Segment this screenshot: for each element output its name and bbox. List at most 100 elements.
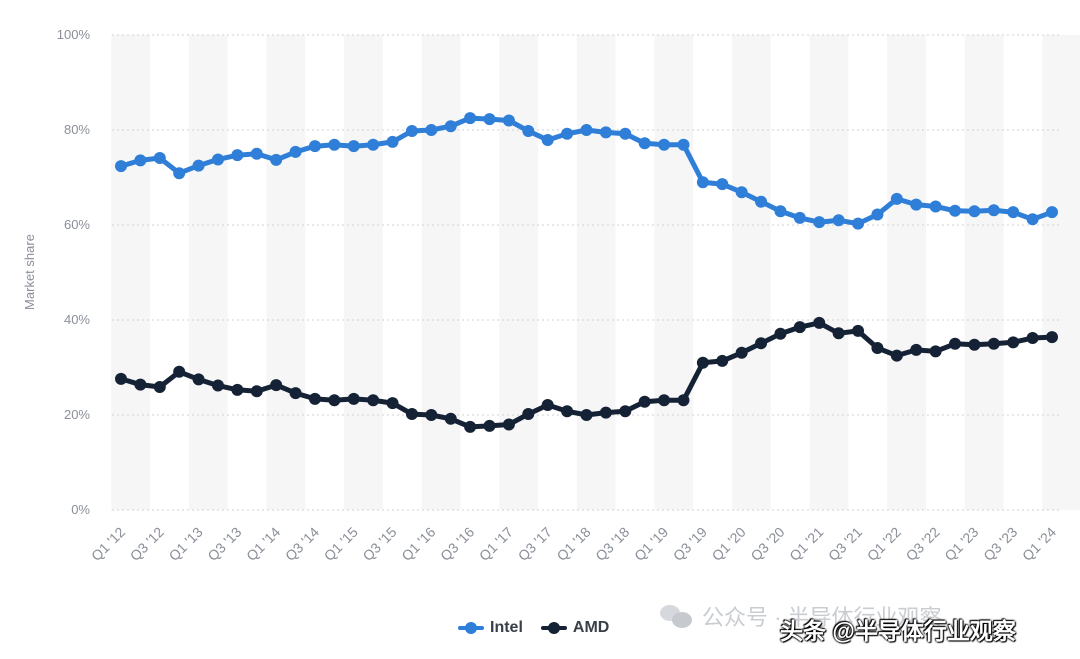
column-band: [344, 35, 383, 510]
intel-point: [367, 138, 380, 151]
x-tick-label: Q3 '17: [515, 524, 555, 564]
intel-point: [1046, 206, 1058, 219]
line-chart: 0%20%40%60%80%100% Market share Q1 '12Q3…: [22, 27, 1080, 564]
column-band: [499, 35, 539, 510]
amd-point: [793, 321, 806, 334]
legend-label-intel: Intel: [490, 619, 523, 636]
x-tick-label: Q1 '12: [88, 524, 128, 564]
amd-point: [444, 412, 457, 425]
y-axis-ticks: 0% 20% 40% 60% 80% 100%: [57, 27, 91, 517]
amd-point: [541, 399, 554, 412]
intel-point: [813, 216, 826, 229]
intel-point: [250, 147, 263, 160]
intel-point: [134, 154, 147, 167]
amd-point: [871, 342, 884, 355]
legend-item-intel[interactable]: Intel: [458, 619, 523, 637]
amd-point: [580, 409, 593, 421]
column-band: [1042, 35, 1080, 510]
column-band: [654, 35, 694, 510]
intel-point: [541, 133, 554, 146]
intel-point: [677, 138, 690, 151]
intel-point: [929, 200, 942, 213]
column-band: [576, 35, 616, 510]
x-tick-label: Q1 '24: [1019, 524, 1059, 564]
amd-point: [1046, 331, 1058, 344]
intel-point: [115, 160, 127, 173]
intel-point: [153, 152, 166, 165]
x-tick-label: Q1 '17: [476, 524, 516, 564]
intel-point: [289, 145, 302, 158]
amd-point: [619, 405, 632, 418]
intel-point: [425, 124, 438, 136]
amd-point: [386, 397, 399, 410]
x-tick-label: Q3 '20: [747, 524, 787, 564]
wechat-icon: [660, 603, 694, 629]
intel-point: [483, 113, 496, 126]
legend-label-amd: AMD: [572, 619, 610, 636]
amd-point: [599, 406, 612, 419]
amd-point: [192, 373, 205, 386]
amd-point: [522, 408, 535, 421]
intel-point: [696, 176, 709, 189]
amd-point: [832, 327, 845, 340]
amd-point: [638, 395, 651, 408]
y-tick-label: 80%: [64, 122, 90, 137]
intel-point: [755, 195, 768, 208]
x-tick-label: Q1 '22: [864, 524, 904, 564]
y-tick-label: 20%: [64, 407, 90, 422]
amd-line-marker-icon: [540, 622, 567, 634]
x-tick-label: Q1 '13: [166, 524, 206, 564]
amd-point: [502, 418, 515, 431]
intel-point: [871, 208, 884, 221]
amd-point: [405, 408, 418, 421]
amd-point: [658, 394, 671, 407]
alternating-column-bands: [111, 35, 1080, 510]
intel-point: [502, 114, 515, 127]
y-tick-label: 40%: [64, 312, 90, 327]
intel-line-marker-icon: [458, 622, 484, 634]
column-band: [964, 35, 1004, 510]
series-amd: [115, 316, 1058, 433]
x-tick-label: Q3 '23: [980, 524, 1020, 564]
intel-point: [910, 198, 923, 211]
x-tick-label: Q3 '22: [903, 524, 943, 564]
x-tick-label: Q1 '21: [786, 524, 826, 564]
intel-point: [793, 211, 806, 224]
column-band: [421, 35, 461, 510]
x-tick-label: Q1 '16: [398, 524, 438, 564]
intel-point: [619, 127, 632, 140]
amd-point: [270, 379, 283, 392]
amd-point: [464, 420, 477, 433]
x-tick-label: Q3 '19: [670, 524, 710, 564]
legend-item-amd[interactable]: AMD: [540, 619, 610, 637]
y-axis-label: Market share: [22, 234, 37, 310]
amd-point: [425, 409, 438, 421]
intel-point: [949, 204, 962, 217]
intel-point: [347, 140, 360, 153]
amd-point: [890, 349, 903, 362]
x-tick-label: Q3 '14: [282, 524, 322, 564]
x-tick-label: Q1 '18: [553, 524, 593, 564]
amd-point: [561, 405, 574, 418]
watermark: 公众号 · 半导体行业观察: [660, 600, 942, 632]
intel-point: [890, 192, 903, 205]
amd-point: [347, 392, 360, 405]
amd-point: [211, 379, 224, 392]
amd-point: [367, 394, 380, 407]
amd-point: [929, 345, 942, 358]
column-band: [887, 35, 926, 510]
x-tick-label: Q3 '15: [359, 524, 399, 564]
intel-point: [658, 138, 671, 151]
amd-point: [483, 419, 496, 432]
x-tick-label: Q3 '13: [204, 524, 244, 564]
intel-point: [231, 149, 244, 162]
amd-point: [308, 392, 321, 405]
intel-point: [192, 159, 205, 172]
intel-point: [852, 217, 865, 230]
amd-point: [677, 394, 690, 407]
amd-point: [716, 354, 729, 367]
column-band: [111, 35, 151, 510]
intel-point: [211, 153, 224, 166]
intel-point: [580, 124, 593, 136]
